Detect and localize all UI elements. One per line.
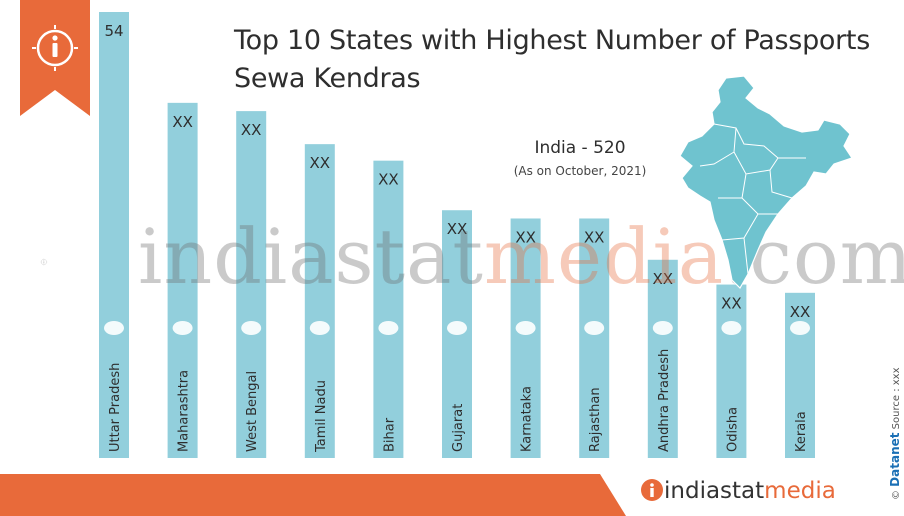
- state-silhouette-bihar: [378, 321, 399, 335]
- data-label-karnataka: XX: [515, 228, 536, 246]
- ribbon-badge: [20, 0, 90, 116]
- state-silhouette-uttar-pradesh: [104, 321, 124, 335]
- category-label-gujarat: Gujarat: [451, 404, 466, 452]
- state-silhouette-odisha: [721, 321, 742, 335]
- data-label-west-bengal: XX: [241, 121, 262, 139]
- data-label-bihar: XX: [378, 171, 399, 189]
- bar-karnataka: [510, 218, 541, 458]
- data-label-gujarat: XX: [447, 220, 468, 238]
- footer-bar: [0, 474, 626, 516]
- data-label-maharashtra: XX: [172, 113, 193, 131]
- title-line-2: Sewa Kendras: [234, 63, 421, 94]
- bar-odisha: [716, 284, 747, 458]
- watermark-part-1: indiastat: [138, 212, 484, 301]
- bar-kerala: [785, 292, 815, 458]
- brand-logo: indiastatmedia: [640, 478, 836, 504]
- bar-rajasthan: [579, 218, 610, 458]
- bar-tamil-nadu: [304, 144, 335, 459]
- data-label-uttar-pradesh: 54: [104, 22, 123, 40]
- category-label-tamil-nadu: Tamil Nadu: [314, 380, 329, 453]
- brand-part-1: indiastat: [664, 478, 765, 504]
- category-label-andhra-pradesh: Andhra Pradesh: [657, 349, 672, 452]
- category-label-maharashtra: Maharashtra: [177, 370, 192, 452]
- data-label-andhra-pradesh: XX: [653, 270, 674, 288]
- state-silhouette-rajasthan: [584, 321, 605, 335]
- info-icon: [32, 25, 78, 71]
- source-label: Source : xxx: [891, 367, 902, 430]
- state-silhouette-tamil-nadu: [309, 321, 330, 335]
- state-silhouette-andhra-pradesh: [652, 321, 673, 335]
- category-label-bihar: Bihar: [382, 417, 397, 452]
- brand-part-2: media: [764, 478, 836, 504]
- copyright-mark: ©: [891, 490, 902, 500]
- category-label-uttar-pradesh: Uttar Pradesh: [108, 363, 123, 452]
- state-silhouette-kerala: [790, 321, 810, 335]
- title-line-1: Top 10 States with Highest Number of Pas…: [234, 25, 870, 56]
- category-label-karnataka: Karnataka: [520, 386, 535, 452]
- category-label-west-bengal: West Bengal: [245, 371, 260, 452]
- bar-bihar: [373, 160, 404, 458]
- source-note: © Datanet Source : xxx: [888, 367, 902, 500]
- state-silhouette-karnataka: [515, 321, 536, 335]
- india-map: [679, 75, 853, 289]
- data-label-tamil-nadu: XX: [310, 154, 331, 172]
- chart-title: Top 10 States with Highest Number of Pas…: [234, 22, 874, 98]
- state-silhouette-west-bengal: [241, 321, 262, 335]
- state-silhouette-maharashtra: [172, 321, 193, 335]
- data-label-odisha: XX: [721, 295, 742, 313]
- watermark-part-2: media: [483, 212, 725, 301]
- india-total-label: India - 520: [534, 138, 626, 158]
- data-label-rajasthan: XX: [584, 228, 605, 246]
- bar-maharashtra: [167, 102, 198, 458]
- bar-andhra-pradesh: [647, 259, 678, 458]
- as-on-date: (As on October, 2021): [513, 164, 647, 178]
- category-label-kerala: Kerala: [794, 411, 809, 452]
- state-silhouette-gujarat: [447, 321, 467, 335]
- data-label-kerala: XX: [790, 303, 811, 321]
- info-icon: [641, 479, 663, 501]
- datanet-logo: Datanet: [888, 432, 902, 487]
- category-label-rajasthan: Rajasthan: [588, 387, 603, 452]
- bar-west-bengal: [236, 111, 267, 458]
- category-label-odisha: Odisha: [725, 407, 740, 452]
- bar-uttar-pradesh: [99, 12, 129, 458]
